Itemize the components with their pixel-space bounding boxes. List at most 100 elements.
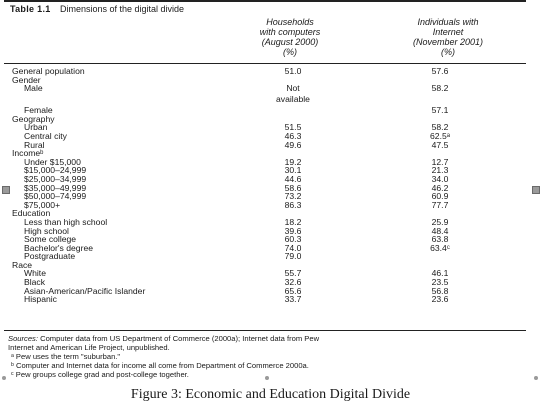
individuals-value: 58.2 (431, 83, 449, 94)
table-row: $15,000–24,999 30.1 21.3 (0, 166, 541, 175)
households-value: 33.7 (284, 294, 302, 305)
households-value: 30.1 (284, 165, 302, 176)
households-value: 73.2 (284, 191, 302, 202)
table-row: $75,000+ 86.3 77.7 (0, 199, 541, 210)
row-label: $15,000–24,999 (24, 165, 87, 176)
row-label: Postgraduate (24, 251, 76, 262)
table-row: Urban 51.5 58.2 (0, 123, 541, 132)
households-value: 51.5 (284, 122, 302, 133)
row-label: Less than high school (24, 216, 108, 227)
row-label: Central city (24, 130, 67, 141)
table-row: Geography (0, 113, 541, 124)
row-label: Gender (12, 74, 41, 85)
individuals-value: 63.4ᶜ (430, 242, 450, 253)
table-row: Bachelor's degree 74.0 63.4ᶜ (0, 242, 541, 253)
row-label: Asian-American/Pacific Islander (24, 285, 146, 296)
households-value: 39.6 (284, 225, 302, 236)
table-row: Male Not 58.2 (0, 84, 541, 95)
table-row: Black 32.6 23.5 (0, 278, 541, 287)
individuals-value: 46.1 (431, 268, 449, 279)
row-label: White (24, 268, 46, 279)
households-value: Not (286, 83, 300, 94)
table-top-rule (4, 0, 526, 2)
table-row: $35,000–49,999 58.6 46.2 (0, 182, 541, 193)
table-row: Race (0, 259, 541, 270)
households-value: 19.2 (284, 156, 302, 167)
row-label: High school (24, 225, 69, 236)
footnote-c: ᶜ Pew groups college grad and post-colle… (11, 370, 189, 379)
table-row: Hispanic 33.7 23.6 (0, 295, 541, 304)
households-value: 18.2 (284, 216, 302, 227)
households-value: 55.7 (284, 268, 302, 279)
table-row: Postgraduate 79.0 (0, 252, 541, 261)
footer-rule (4, 330, 526, 331)
sources-label: Sources: (8, 334, 38, 343)
row-label: Male (24, 83, 43, 94)
households-value: 79.0 (284, 251, 302, 262)
row-label: Hispanic (24, 294, 57, 305)
individuals-value: 47.5 (431, 139, 449, 150)
table-row: Asian-American/Pacific Islander 65.6 56.8 (0, 285, 541, 296)
row-label: Under $15,000 (24, 156, 81, 167)
column-header-individuals: Individuals with Internet (November 2001… (412, 17, 484, 57)
row-label: Incomeᵇ (12, 148, 44, 159)
row-label: $25,000–34,999 (24, 173, 87, 184)
individuals-value: 46.2 (431, 182, 449, 193)
individuals-value: 57.6 (431, 66, 449, 76)
resize-handle-bottom[interactable] (265, 376, 269, 380)
table-row: Less than high school 18.2 25.9 (0, 216, 541, 227)
households-value: 86.3 (284, 199, 302, 210)
resize-handle-right[interactable] (532, 186, 540, 194)
footnote-a: ᵃ Pew uses the term "suburban." (11, 352, 121, 361)
table-row: High school 39.6 48.4 (0, 225, 541, 236)
table-label: Table 1.1 (10, 4, 51, 14)
table-sources: Sources: Computer data from US Departmen… (8, 334, 528, 379)
households-value: 51.0 (284, 66, 302, 76)
individuals-value: 63.8 (431, 234, 449, 245)
table-body: General population 51.0 57.6 Gender Male Not 5… (0, 67, 541, 304)
individuals-value: 58.2 (431, 122, 449, 133)
row-label: $75,000+ (24, 199, 61, 210)
table-row: available (0, 95, 541, 106)
row-label: Education (12, 208, 51, 219)
table-row: Female 57.1 (0, 106, 541, 115)
figure-caption: Figure 3: Economic and Education Digital… (130, 387, 411, 402)
table-row: Education (0, 209, 541, 218)
row-label: $50,000–74,999 (24, 191, 87, 202)
individuals-value: 62.5ᵃ (430, 130, 450, 141)
table-title: Dimensions of the digital divide (60, 4, 185, 14)
sources-line-2: Internet and American Life Project, unpu… (8, 343, 170, 352)
households-value: 58.6 (284, 182, 302, 193)
row-label: Race (12, 259, 33, 270)
table-row: $50,000–74,999 73.2 60.9 (0, 192, 541, 201)
households-value: 74.0 (284, 242, 302, 253)
column-header-households: Households with computers (August 2000) … (259, 17, 321, 57)
households-value: 32.6 (284, 277, 302, 288)
households-value: 60.3 (284, 234, 302, 245)
individuals-value: 23.5 (431, 277, 449, 288)
individuals-value: 12.7 (431, 156, 449, 167)
row-label: Black (24, 277, 46, 288)
row-label: Bachelor's degree (24, 242, 94, 253)
sources-line-1: Computer data from US Department of Comm… (40, 334, 320, 343)
table-row: Under $15,000 19.2 12.7 (0, 156, 541, 167)
households-value: 65.6 (284, 285, 302, 296)
individuals-value: 60.9 (431, 191, 449, 202)
individuals-value: 48.4 (431, 225, 449, 236)
resize-handle-bottom-right[interactable] (534, 376, 538, 380)
header-rule (4, 63, 526, 64)
table-row: Rural 49.6 47.5 (0, 139, 541, 150)
row-label: Geography (12, 113, 55, 124)
resize-handle-left[interactable] (2, 186, 10, 194)
row-label: Female (24, 105, 53, 116)
table-row: Gender (0, 74, 541, 85)
table-row: Some college 60.3 63.8 (0, 235, 541, 244)
resize-handle-bottom-left[interactable] (2, 376, 6, 380)
row-label: Rural (24, 139, 45, 150)
footnote-b: ᵇ Computer and Internet data for income … (11, 361, 309, 370)
table-row: $25,000–34,999 44.6 34.0 (0, 173, 541, 184)
table-row: White 55.7 46.1 (0, 269, 541, 278)
row-label: General population (12, 66, 85, 76)
row-label: Urban (24, 122, 48, 133)
table-row: Central city 46.3 62.5ᵃ (0, 130, 541, 141)
